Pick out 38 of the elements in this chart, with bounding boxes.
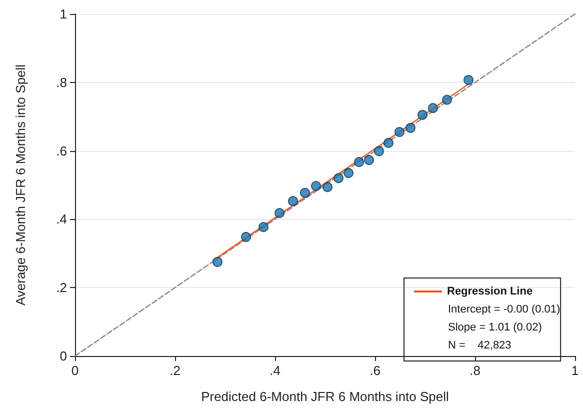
point (464, 75, 474, 86)
point (322, 182, 332, 192)
y-tick-label: .4 (56, 212, 67, 227)
y-tick-label: 0 (60, 348, 67, 364)
annotation: Intercept = -0.00 (0.01) (448, 304, 560, 316)
x-tick-label: .6 (370, 363, 380, 378)
x-tick-label: .4 (270, 363, 280, 378)
y-tick-label: .6 (56, 143, 67, 158)
point (212, 256, 222, 267)
annotation: N = 42,823 (448, 340, 512, 352)
point (384, 138, 394, 148)
point (364, 155, 374, 166)
y-tick-label: 1 (60, 6, 67, 22)
point (406, 122, 416, 133)
x-axis-title: Predicted 6-Month JFR 6 Months into Spell (201, 389, 450, 404)
point (354, 157, 364, 168)
x-tick-label: .8 (470, 363, 480, 378)
point (258, 222, 268, 232)
point (428, 103, 438, 114)
point (311, 181, 321, 192)
y-tick-label: .8 (56, 74, 67, 90)
point (418, 110, 428, 120)
point (241, 232, 251, 242)
x-tick-label: .2 (170, 363, 180, 378)
y-tick-label: .2 (56, 280, 67, 296)
point (344, 168, 354, 178)
point (300, 188, 310, 198)
point (274, 208, 284, 218)
point (334, 173, 344, 184)
y-axis-title: Average 6-Month JFR 6 Months into Spell (13, 64, 28, 306)
legend-label: Regression Line (447, 286, 533, 298)
x-tick-label: 0 (71, 363, 79, 378)
annotation: Slope = 1.01 (0.02) (448, 322, 542, 334)
point (374, 146, 384, 156)
point (394, 126, 404, 137)
point (288, 196, 298, 206)
point (442, 94, 452, 105)
x-tick-label: 1 (571, 363, 579, 378)
